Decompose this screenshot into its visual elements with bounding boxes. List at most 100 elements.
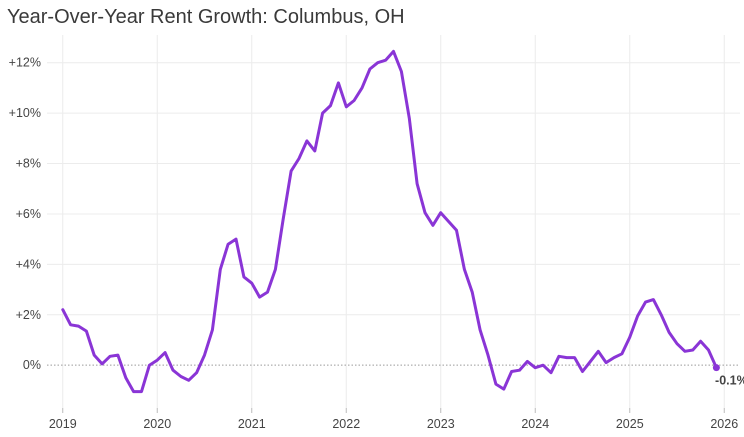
data-point: [447, 220, 450, 223]
data-point: [668, 331, 671, 334]
y-axis-ticks: 0% +2% +4% +6% +8% +10% +12%: [9, 56, 41, 372]
data-point: [77, 325, 80, 328]
x-tick-label: 2024: [521, 417, 549, 431]
data-point: [384, 59, 387, 62]
data-point: [620, 352, 623, 355]
x-tick-label: 2019: [49, 417, 77, 431]
data-point: [258, 296, 261, 299]
data-point: [156, 359, 159, 362]
data-point: [652, 298, 655, 301]
data-point: [589, 360, 592, 363]
data-point: [487, 354, 490, 357]
data-point: [266, 291, 269, 294]
data-point: [439, 211, 442, 214]
data-point: [683, 350, 686, 353]
data-point: [408, 117, 411, 120]
data-point: [416, 182, 419, 185]
data-point: [164, 351, 167, 354]
x-axis-ticks: 2019 2020 2021 2022 2023 2024 2025 2026: [49, 417, 738, 431]
data-point: [321, 112, 324, 115]
data-point: [463, 268, 466, 271]
data-point: [550, 371, 553, 374]
data-point: [613, 356, 616, 359]
data-point: [471, 291, 474, 294]
y-tick-label: +12%: [9, 56, 41, 70]
data-point: [85, 330, 88, 333]
data-point: [628, 336, 631, 339]
rent-growth-line: [61, 49, 718, 394]
chart-title: Year-Over-Year Rent Growth: Columbus, OH: [7, 6, 405, 28]
y-tick-label: +10%: [9, 106, 41, 120]
data-point: [581, 370, 584, 373]
data-point: [337, 81, 340, 84]
y-tick-label: 0%: [23, 358, 41, 372]
y-tick-label: +2%: [16, 308, 41, 322]
data-point: [203, 354, 206, 357]
data-point: [101, 362, 104, 365]
data-point: [376, 61, 379, 64]
data-point: [116, 354, 119, 357]
data-point: [573, 356, 576, 359]
x-tick-label: 2025: [616, 417, 644, 431]
y-tick-label: +6%: [16, 207, 41, 221]
x-tick-label: 2020: [143, 417, 171, 431]
data-point: [557, 355, 560, 358]
data-point: [494, 383, 497, 386]
x-tick-label: 2026: [710, 417, 738, 431]
data-point: [61, 308, 64, 311]
data-point: [502, 388, 505, 391]
data-point: [368, 68, 371, 71]
data-point: [187, 379, 190, 382]
data-point: [109, 355, 112, 358]
data-point: [274, 268, 277, 271]
end-point-marker: [712, 364, 720, 372]
data-point: [424, 211, 427, 214]
data-point: [93, 354, 96, 357]
y-tick-label: +4%: [16, 257, 41, 271]
x-tick-label: 2021: [238, 417, 266, 431]
data-point: [361, 86, 364, 89]
data-point: [211, 328, 214, 331]
gridlines: [47, 35, 740, 413]
data-point: [69, 323, 72, 326]
x-tick-label: 2022: [332, 417, 360, 431]
data-point: [124, 376, 127, 379]
data-point: [542, 364, 545, 367]
data-point: [510, 370, 513, 373]
data-point: [431, 224, 434, 227]
data-point: [148, 364, 151, 367]
data-point: [526, 360, 529, 363]
data-point: [132, 390, 135, 393]
end-value-label: -0.1%: [715, 374, 744, 388]
data-point: [400, 70, 403, 73]
data-points: [61, 50, 718, 393]
data-point: [305, 139, 308, 142]
data-point: [140, 390, 143, 393]
data-point: [392, 50, 395, 53]
data-point: [699, 340, 702, 343]
data-point: [534, 366, 537, 369]
data-point: [313, 149, 316, 152]
data-point: [676, 342, 679, 345]
data-point: [518, 369, 521, 372]
data-point: [707, 349, 710, 352]
data-point: [455, 229, 458, 232]
data-point: [242, 275, 245, 278]
data-point: [227, 243, 230, 246]
data-point: [644, 301, 647, 304]
data-point: [636, 315, 639, 318]
x-tick-label: 2023: [427, 417, 455, 431]
data-point: [298, 157, 301, 160]
data-point: [597, 350, 600, 353]
data-point: [479, 328, 482, 331]
data-point: [329, 104, 332, 107]
data-point: [660, 313, 663, 316]
data-point: [250, 282, 253, 285]
data-point: [691, 349, 694, 352]
data-point: [290, 170, 293, 173]
data-point: [179, 375, 182, 378]
data-point: [345, 105, 348, 108]
y-tick-label: +8%: [16, 157, 41, 171]
data-point: [565, 356, 568, 359]
